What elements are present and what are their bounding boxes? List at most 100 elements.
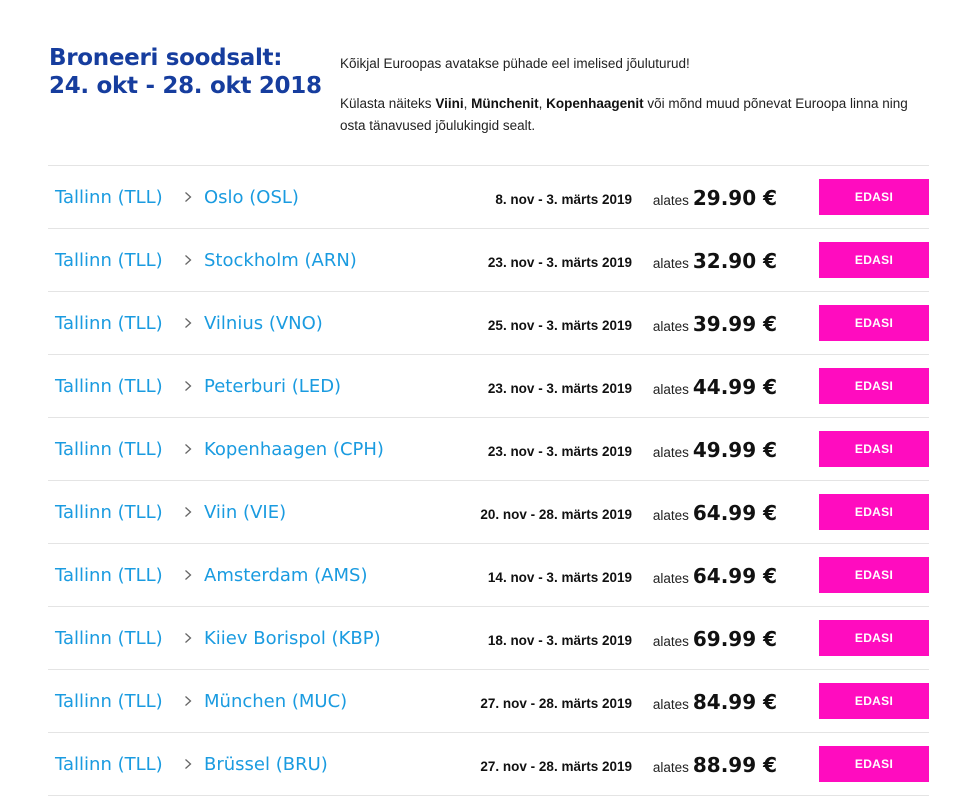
- edasi-button[interactable]: EDASI: [819, 620, 929, 656]
- price-box: alates 84.99 €: [653, 690, 777, 714]
- intro-prefix: Külasta näiteks: [340, 96, 436, 111]
- edasi-button[interactable]: EDASI: [819, 746, 929, 782]
- origin-link[interactable]: Tallinn (TLL): [55, 376, 163, 397]
- travel-dates: 27. nov - 28. märts 2019: [480, 759, 632, 774]
- route-row: Tallinn (TLL) Kopenhaagen (CPH) 23. nov …: [48, 418, 929, 481]
- chevron-right-icon: [185, 507, 192, 517]
- title-line-2: 24. okt - 28. okt 2018: [49, 73, 322, 99]
- price-box: alates 69.99 €: [653, 627, 777, 651]
- route-row: Tallinn (TLL) Oslo (OSL) 8. nov - 3. mär…: [48, 166, 929, 229]
- destination-link[interactable]: Vilnius (VNO): [204, 313, 323, 334]
- title-line-1: Broneeri soodsalt:: [49, 45, 283, 71]
- travel-dates: 8. nov - 3. märts 2019: [495, 192, 632, 207]
- route-row: Tallinn (TLL) Viin (VIE) 20. nov - 28. m…: [48, 481, 929, 544]
- chevron-right-icon: [185, 255, 192, 265]
- edasi-button[interactable]: EDASI: [819, 242, 929, 278]
- intro-separator: ,: [463, 96, 472, 111]
- route-row: Tallinn (TLL) Vilnius (VNO) 25. nov - 3.…: [48, 292, 929, 355]
- edasi-button[interactable]: EDASI: [819, 683, 929, 719]
- route-row: Tallinn (TLL) Amsterdam (AMS) 14. nov - …: [48, 544, 929, 607]
- destination-link[interactable]: Kiiev Borispol (KBP): [204, 628, 381, 649]
- chevron-right-icon: [185, 633, 192, 643]
- from-label: alates: [652, 760, 689, 775]
- travel-dates: 20. nov - 28. märts 2019: [480, 507, 632, 522]
- price-value: 64.99 €: [692, 564, 777, 588]
- from-label: alates: [652, 508, 689, 523]
- edasi-button[interactable]: EDASI: [819, 179, 929, 215]
- edasi-button[interactable]: EDASI: [819, 305, 929, 341]
- price-box: alates 64.99 €: [653, 501, 777, 525]
- price-box: alates 29.90 €: [653, 186, 777, 210]
- origin-link[interactable]: Tallinn (TLL): [55, 691, 163, 712]
- price-box: alates 39.99 €: [653, 312, 777, 336]
- edasi-button[interactable]: EDASI: [819, 431, 929, 467]
- destination-link[interactable]: Amsterdam (AMS): [204, 565, 368, 586]
- edasi-button[interactable]: EDASI: [819, 368, 929, 404]
- intro-city-copenhagen: Kopenhaagenit: [546, 96, 644, 111]
- chevron-right-icon: [185, 381, 192, 391]
- price-value: 69.99 €: [692, 627, 777, 651]
- destination-link[interactable]: Brüssel (BRU): [204, 754, 328, 775]
- chevron-right-icon: [185, 759, 192, 769]
- price-value: 39.99 €: [692, 312, 777, 336]
- route-row: Tallinn (TLL) Stockholm (ARN) 23. nov - …: [48, 229, 929, 292]
- travel-dates: 14. nov - 3. märts 2019: [487, 570, 632, 585]
- chevron-right-icon: [185, 192, 192, 202]
- price-box: alates 88.99 €: [653, 753, 777, 777]
- price-box: alates 44.99 €: [653, 375, 777, 399]
- travel-dates: 23. nov - 3. märts 2019: [487, 255, 632, 270]
- from-label: alates: [652, 571, 689, 586]
- origin-link[interactable]: Tallinn (TLL): [55, 502, 163, 523]
- edasi-button[interactable]: EDASI: [819, 494, 929, 530]
- intro-city-vienna: Viini: [435, 96, 464, 111]
- intro-suffix: või mõnd muud põnevat Euroopa linna ning…: [340, 96, 908, 133]
- chevron-right-icon: [185, 444, 192, 454]
- from-label: alates: [652, 697, 689, 712]
- origin-link[interactable]: Tallinn (TLL): [55, 439, 163, 460]
- intro-city-munich: Münchenit: [471, 96, 539, 111]
- origin-link[interactable]: Tallinn (TLL): [55, 628, 163, 649]
- origin-link[interactable]: Tallinn (TLL): [55, 250, 163, 271]
- intro-text: Kõikjal Euroopas avatakse pühade eel ime…: [340, 53, 930, 137]
- from-label: alates: [652, 445, 689, 460]
- price-box: alates 49.99 €: [653, 438, 777, 462]
- chevron-right-icon: [185, 696, 192, 706]
- price-value: 88.99 €: [692, 753, 777, 777]
- origin-link[interactable]: Tallinn (TLL): [55, 754, 163, 775]
- route-row: Tallinn (TLL) Kiiev Borispol (KBP) 18. n…: [48, 607, 929, 670]
- price-value: 32.90 €: [692, 249, 777, 273]
- price-value: 49.99 €: [692, 438, 777, 462]
- route-row: Tallinn (TLL) München (MUC) 27. nov - 28…: [48, 670, 929, 733]
- price-box: alates 64.99 €: [653, 564, 777, 588]
- travel-dates: 18. nov - 3. märts 2019: [487, 633, 632, 648]
- chevron-right-icon: [185, 318, 192, 328]
- price-value: 64.99 €: [692, 501, 777, 525]
- route-row: Tallinn (TLL) Peterburi (LED) 23. nov - …: [48, 355, 929, 418]
- destination-link[interactable]: Oslo (OSL): [204, 187, 299, 208]
- price-value: 84.99 €: [692, 690, 777, 714]
- origin-link[interactable]: Tallinn (TLL): [55, 313, 163, 334]
- destination-link[interactable]: München (MUC): [204, 691, 348, 712]
- travel-dates: 23. nov - 3. märts 2019: [487, 444, 632, 459]
- origin-link[interactable]: Tallinn (TLL): [55, 187, 163, 208]
- destination-link[interactable]: Viin (VIE): [204, 502, 287, 523]
- price-value: 44.99 €: [692, 375, 777, 399]
- edasi-button[interactable]: EDASI: [819, 557, 929, 593]
- from-label: alates: [652, 382, 689, 397]
- page-title: Broneeri soodsalt: 24. okt - 28. okt 201…: [49, 44, 322, 100]
- destination-link[interactable]: Kopenhaagen (CPH): [204, 439, 384, 460]
- travel-dates: 23. nov - 3. märts 2019: [487, 381, 632, 396]
- from-label: alates: [652, 193, 689, 208]
- origin-link[interactable]: Tallinn (TLL): [55, 565, 163, 586]
- from-label: alates: [652, 256, 689, 271]
- travel-dates: 25. nov - 3. märts 2019: [487, 318, 632, 333]
- chevron-right-icon: [185, 570, 192, 580]
- intro-paragraph-1: Kõikjal Euroopas avatakse pühade eel ime…: [340, 56, 690, 71]
- from-label: alates: [652, 634, 689, 649]
- from-label: alates: [652, 319, 689, 334]
- route-row: Tallinn (TLL) Brüssel (BRU) 27. nov - 28…: [48, 733, 929, 796]
- intro-paragraph-2: Külasta näiteks Viini, Münchenit, Kopenh…: [340, 93, 930, 137]
- destination-link[interactable]: Stockholm (ARN): [204, 250, 357, 271]
- intro-separator: ,: [538, 96, 547, 111]
- destination-link[interactable]: Peterburi (LED): [204, 376, 342, 397]
